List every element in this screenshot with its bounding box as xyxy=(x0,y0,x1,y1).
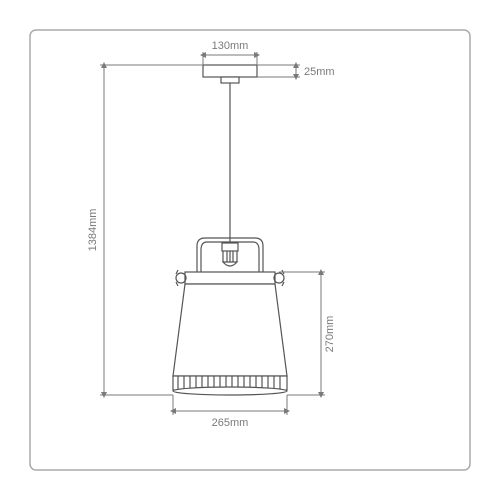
dim-shade-width-label: 265mm xyxy=(212,417,249,429)
dim-mount-height-label: 25mm xyxy=(304,66,335,78)
dim-shade-height-label: 270mm xyxy=(324,316,336,353)
dim-mount-width: 130mm xyxy=(203,40,257,65)
dim-shade-width: 265mm xyxy=(173,395,287,429)
ceiling-mount xyxy=(203,65,257,83)
shade xyxy=(173,284,287,395)
dim-mount-width-label: 130mm xyxy=(212,40,249,52)
dim-total-height-label: 1384mm xyxy=(87,209,99,252)
dim-mount-height: 25mm xyxy=(257,65,335,78)
pendant-lamp-diagram: 130mm 25mm 1384mm 270mm 265mm xyxy=(0,0,500,500)
handle-bracket xyxy=(197,238,263,272)
